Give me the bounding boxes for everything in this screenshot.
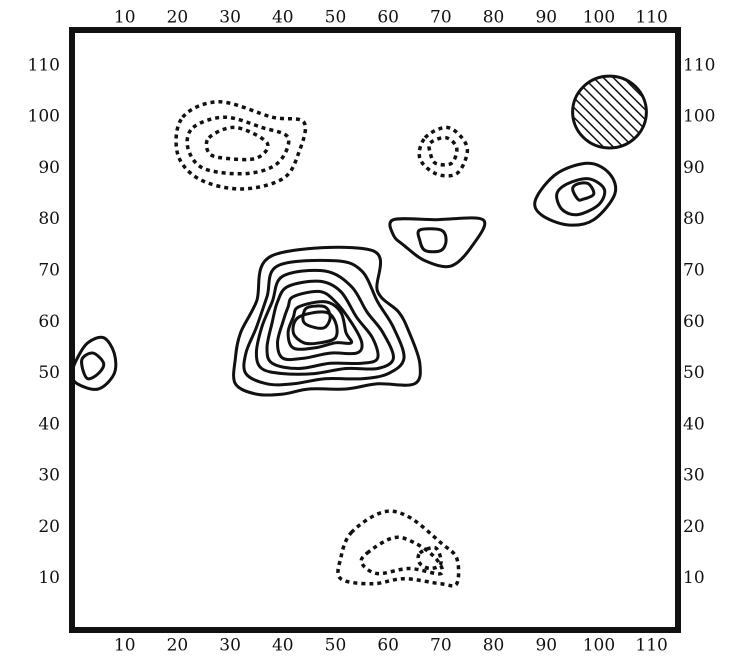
contour-line: [571, 181, 596, 202]
y-tick-label-right: 40: [683, 414, 705, 434]
x-tick-label: 20: [167, 636, 189, 656]
negative-contour-line: [336, 509, 461, 588]
y-tick-label-left: 10: [38, 568, 60, 588]
x-tick-label: 40: [272, 636, 294, 656]
upper-left-trough: [174, 100, 308, 191]
contour-line: [276, 289, 364, 362]
y-tick-label-left: 50: [38, 363, 60, 383]
x-tick-label: 50: [325, 636, 347, 656]
x-tick-label-top: 90: [535, 8, 557, 28]
x-tick-label-top: 80: [483, 8, 505, 28]
y-tick-label-left: 20: [38, 517, 60, 537]
contour-line: [555, 177, 607, 217]
contour-line: [286, 300, 354, 351]
x-tick-label: 90: [535, 636, 557, 656]
negative-contour-line: [185, 115, 291, 176]
tick-label-layer: 10 10 20 20 30 30 40 40 50 50 60 60 70 70 80 80 90 90 100 1…: [28, 8, 716, 656]
y-tick-label-right: 10: [683, 568, 705, 588]
y-tick-label-right: 90: [683, 158, 705, 178]
x-tick-label: 80: [483, 636, 505, 656]
contour-line: [242, 258, 406, 387]
contour-line: [388, 216, 487, 269]
y-tick-label-left: 100: [28, 107, 60, 127]
contour-layer: [70, 100, 618, 588]
x-tick-label-top: 40: [272, 8, 294, 28]
y-tick-label-right: 20: [683, 517, 705, 537]
x-tick-label-top: 110: [635, 8, 667, 28]
negative-contour-line: [416, 545, 443, 571]
negative-contour-line: [359, 535, 445, 576]
y-tick-label-right: 100: [683, 107, 715, 127]
contour-line: [533, 161, 618, 227]
negative-contour-line: [427, 135, 459, 167]
y-tick-label-right: 60: [683, 312, 705, 332]
contour-line: [265, 279, 380, 370]
contour-line: [254, 268, 395, 376]
negative-contour-line: [174, 100, 308, 191]
y-tick-label-left: 80: [38, 209, 60, 229]
x-tick-label: 10: [114, 636, 136, 656]
x-tick-label-top: 70: [430, 8, 452, 28]
x-tick-label: 30: [219, 636, 241, 656]
x-tick-label-top: 10: [114, 8, 136, 28]
plot-frame: [69, 27, 681, 633]
x-tick-label-top: 30: [219, 8, 241, 28]
negative-contour-line: [417, 125, 470, 178]
x-tick-label: 110: [635, 636, 667, 656]
y-tick-label-left: 90: [38, 158, 60, 178]
contour-line: [232, 245, 422, 397]
contour-line: [416, 227, 448, 254]
x-tick-label-top: 20: [167, 8, 189, 28]
far-right-source: [533, 161, 618, 227]
y-tick-label-right: 50: [683, 363, 705, 383]
central-source: [232, 245, 422, 397]
contour-line: [291, 310, 339, 346]
y-tick-label-right: 80: [683, 209, 705, 229]
y-tick-label-right: 30: [683, 466, 705, 486]
y-tick-label-left: 30: [38, 466, 60, 486]
x-tick-label: 70: [430, 636, 452, 656]
x-tick-label-top: 50: [325, 8, 347, 28]
contour-line: [301, 304, 332, 330]
y-tick-label-left: 60: [38, 312, 60, 332]
y-tick-label-left: 110: [28, 55, 60, 75]
x-tick-label: 60: [377, 636, 399, 656]
contour-line: [80, 351, 106, 381]
beam-layer: [571, 74, 648, 150]
beam-ellipse: [571, 74, 648, 150]
upper-mid-trough: [417, 125, 470, 178]
x-tick-label: 100: [583, 636, 615, 656]
y-tick-label-left: 40: [38, 414, 60, 434]
y-tick-label-right: 70: [683, 261, 705, 281]
upper-right-source: [388, 216, 487, 269]
y-tick-label-right: 110: [683, 55, 715, 75]
x-tick-label-top: 60: [377, 8, 399, 28]
lower-trough: [336, 509, 461, 588]
y-tick-label-left: 70: [38, 261, 60, 281]
x-tick-label-top: 100: [583, 8, 615, 28]
